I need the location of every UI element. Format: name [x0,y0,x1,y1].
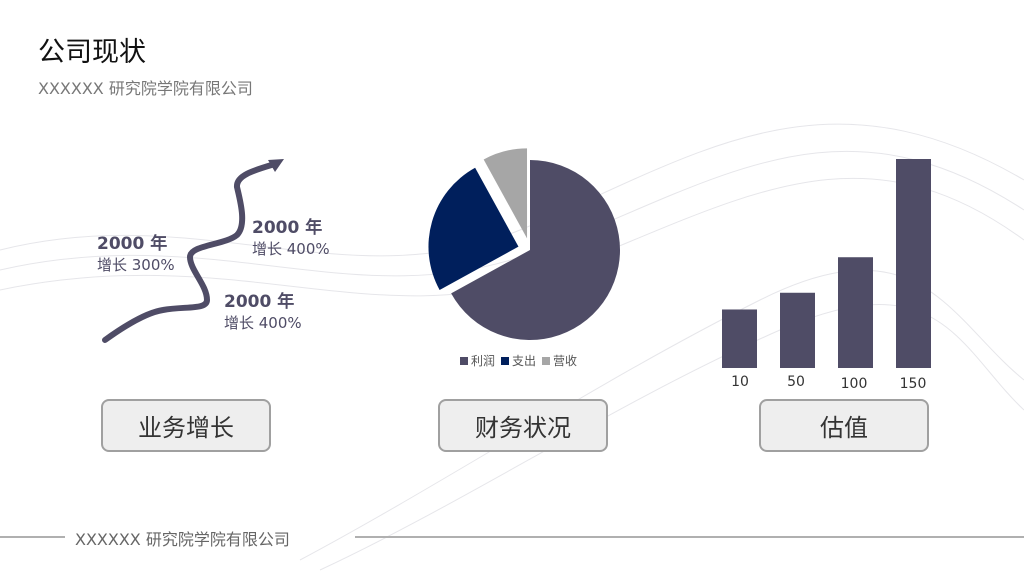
bar-150 [896,159,931,368]
pie-legend: 利润 支出 营收 [460,352,577,369]
pie-chart [428,148,620,340]
financial-status-button[interactable]: 财务状况 [438,399,608,452]
pie-slice-营收 [483,148,528,239]
growth-label: 2000 年增长 300% [97,234,175,274]
legend-item: 支出 [501,352,536,369]
valuation-button[interactable]: 估值 [759,399,929,452]
bar-10 [722,309,757,368]
pie-slice-利润 [451,160,620,340]
bar-tick-label: 100 [840,376,868,392]
bar-tick-label: 50 [787,374,805,390]
business-growth-button[interactable]: 业务增长 [101,399,271,452]
page-title: 公司现状 [38,37,146,68]
bar-50 [780,292,815,368]
page-subtitle: XXXXXX 研究院学院有限公司 [38,79,253,98]
bar-tick-label: 150 [899,376,927,392]
bar-chart [722,159,931,368]
arrow-head-icon [268,159,284,172]
growth-label: 2000 年增长 400% [252,218,330,258]
bar-100 [838,257,873,368]
footer-divider [0,536,65,538]
pie-slice-支出 [428,167,519,291]
bar-tick-label: 10 [731,374,749,390]
growth-label: 2000 年增长 400% [224,292,302,332]
growth-arrow [102,161,278,343]
legend-item: 利润 [460,352,495,369]
footer-text: XXXXXX 研究院学院有限公司 [75,530,290,549]
footer-divider [355,536,1024,538]
legend-item: 营收 [542,352,577,369]
